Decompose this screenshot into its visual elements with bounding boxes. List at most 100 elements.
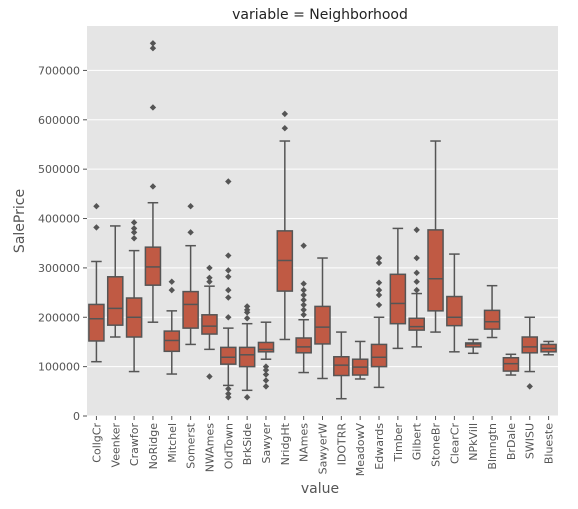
- outlier-point: [168, 278, 175, 285]
- outlier-point: [413, 254, 420, 262]
- y-tick-label: 500000: [38, 163, 80, 176]
- outlier-point: [243, 303, 251, 310]
- x-tick-label: IDOTRR: [335, 423, 348, 466]
- box-Edwards: [370, 254, 388, 389]
- box-NWAmes: [201, 264, 218, 380]
- boxes-layer: [88, 40, 557, 401]
- box-Crawfor: [125, 219, 143, 373]
- x-tick-label: BrkSide: [241, 423, 254, 465]
- x-tick-label: Somerst: [185, 422, 198, 468]
- outlier-point: [130, 229, 138, 236]
- x-tick-label: Blmngtn: [486, 423, 499, 470]
- outlier-point: [262, 371, 270, 378]
- box-SawyerW: [314, 257, 331, 380]
- outlier-point: [375, 291, 383, 299]
- x-tick-label: ClearCr: [448, 423, 461, 464]
- outlier-point: [281, 124, 289, 132]
- outlier-point: [206, 278, 213, 285]
- chart-title: variable = Neighborhood: [232, 7, 408, 23]
- y-tick-label: 400000: [38, 213, 80, 226]
- x-tick-label: Crawfor: [128, 423, 141, 467]
- x-tick-label: SWISU: [524, 423, 537, 459]
- box-Gilbert: [408, 226, 425, 348]
- x-tick-label: MeadowV: [354, 423, 367, 477]
- box-iqr: [521, 336, 539, 354]
- outlier-point: [149, 104, 157, 111]
- outlier-point: [243, 315, 251, 322]
- outlier-point: [413, 226, 420, 234]
- y-tick-label: 700000: [38, 64, 80, 77]
- outlier-point: [130, 235, 138, 242]
- outlier-point: [375, 301, 383, 309]
- outlier-point: [243, 394, 251, 401]
- x-tick-label: CollgCr: [90, 423, 103, 463]
- x-tick-label: Mitchel: [166, 423, 179, 463]
- box-Blueste: [540, 340, 557, 356]
- outlier-point: [413, 278, 420, 285]
- outlier-point: [93, 224, 100, 231]
- box-Somerst: [182, 202, 199, 346]
- x-tick-label: StoneBr: [430, 423, 443, 467]
- outlier-point: [375, 254, 383, 262]
- outlier-point: [243, 306, 251, 314]
- outlier-point: [375, 279, 383, 286]
- box-CollgCr: [88, 202, 105, 363]
- box-iqr: [389, 273, 407, 325]
- outlier-point: [262, 383, 270, 390]
- outlier-point: [225, 178, 232, 185]
- outlier-point: [300, 280, 307, 287]
- outlier-point: [225, 394, 232, 401]
- x-tick-label: NWAmes: [203, 423, 216, 473]
- outlier-point: [300, 306, 307, 314]
- outlier-point: [526, 383, 533, 390]
- outlier-point: [262, 363, 270, 370]
- box-StoneBr: [427, 140, 444, 333]
- box-iqr: [427, 229, 444, 312]
- x-axis: CollgCr Veenker Crawfor NoRidge Mitchel Somer…: [90, 416, 556, 477]
- box-iqr: [106, 276, 124, 326]
- box-IDOTRR: [333, 331, 350, 400]
- box-iqr: [257, 341, 275, 353]
- y-tick-label: 100000: [38, 361, 80, 374]
- box-iqr: [182, 290, 199, 329]
- y-axis-label: SalePrice: [12, 189, 28, 253]
- x-tick-label: BrDale: [505, 423, 518, 460]
- box-NAmes: [295, 242, 312, 374]
- box-ClearCr: [446, 253, 463, 353]
- outlier-point: [413, 286, 420, 294]
- box-iqr: [333, 356, 350, 377]
- outlier-point: [206, 274, 213, 281]
- y-tick-label: 200000: [38, 311, 80, 324]
- y-tick-label: 600000: [38, 114, 80, 127]
- outlier-point: [225, 273, 232, 280]
- outlier-point: [300, 286, 307, 294]
- outlier-point: [225, 252, 232, 259]
- box-MeadowV: [351, 340, 369, 380]
- outlier-point: [187, 202, 194, 210]
- outlier-point: [300, 296, 307, 304]
- box-iqr: [464, 342, 482, 348]
- outlier-point: [413, 269, 420, 277]
- outlier-point: [225, 314, 232, 321]
- box-NPkVill: [464, 338, 482, 355]
- x-tick-label: Sawyer: [260, 423, 273, 464]
- box-Timber: [389, 227, 407, 350]
- x-tick-label: NridgHt: [279, 422, 292, 465]
- box-Sawyer: [257, 321, 275, 390]
- box-NoRidge: [144, 40, 162, 323]
- outlier-point: [225, 385, 232, 393]
- box-iqr: [314, 305, 331, 345]
- outlier-point: [300, 291, 307, 299]
- x-tick-label: Timber: [392, 423, 405, 463]
- box-Veenker: [106, 225, 124, 338]
- box-iqr: [220, 346, 237, 365]
- outlier-point: [300, 311, 307, 318]
- outlier-point: [93, 202, 100, 210]
- x-tick-label: Veenker: [109, 423, 122, 468]
- outlier-point: [149, 40, 157, 47]
- x-tick-label: Edwards: [373, 423, 386, 470]
- box-SWISU: [521, 316, 539, 390]
- outlier-point: [300, 242, 307, 249]
